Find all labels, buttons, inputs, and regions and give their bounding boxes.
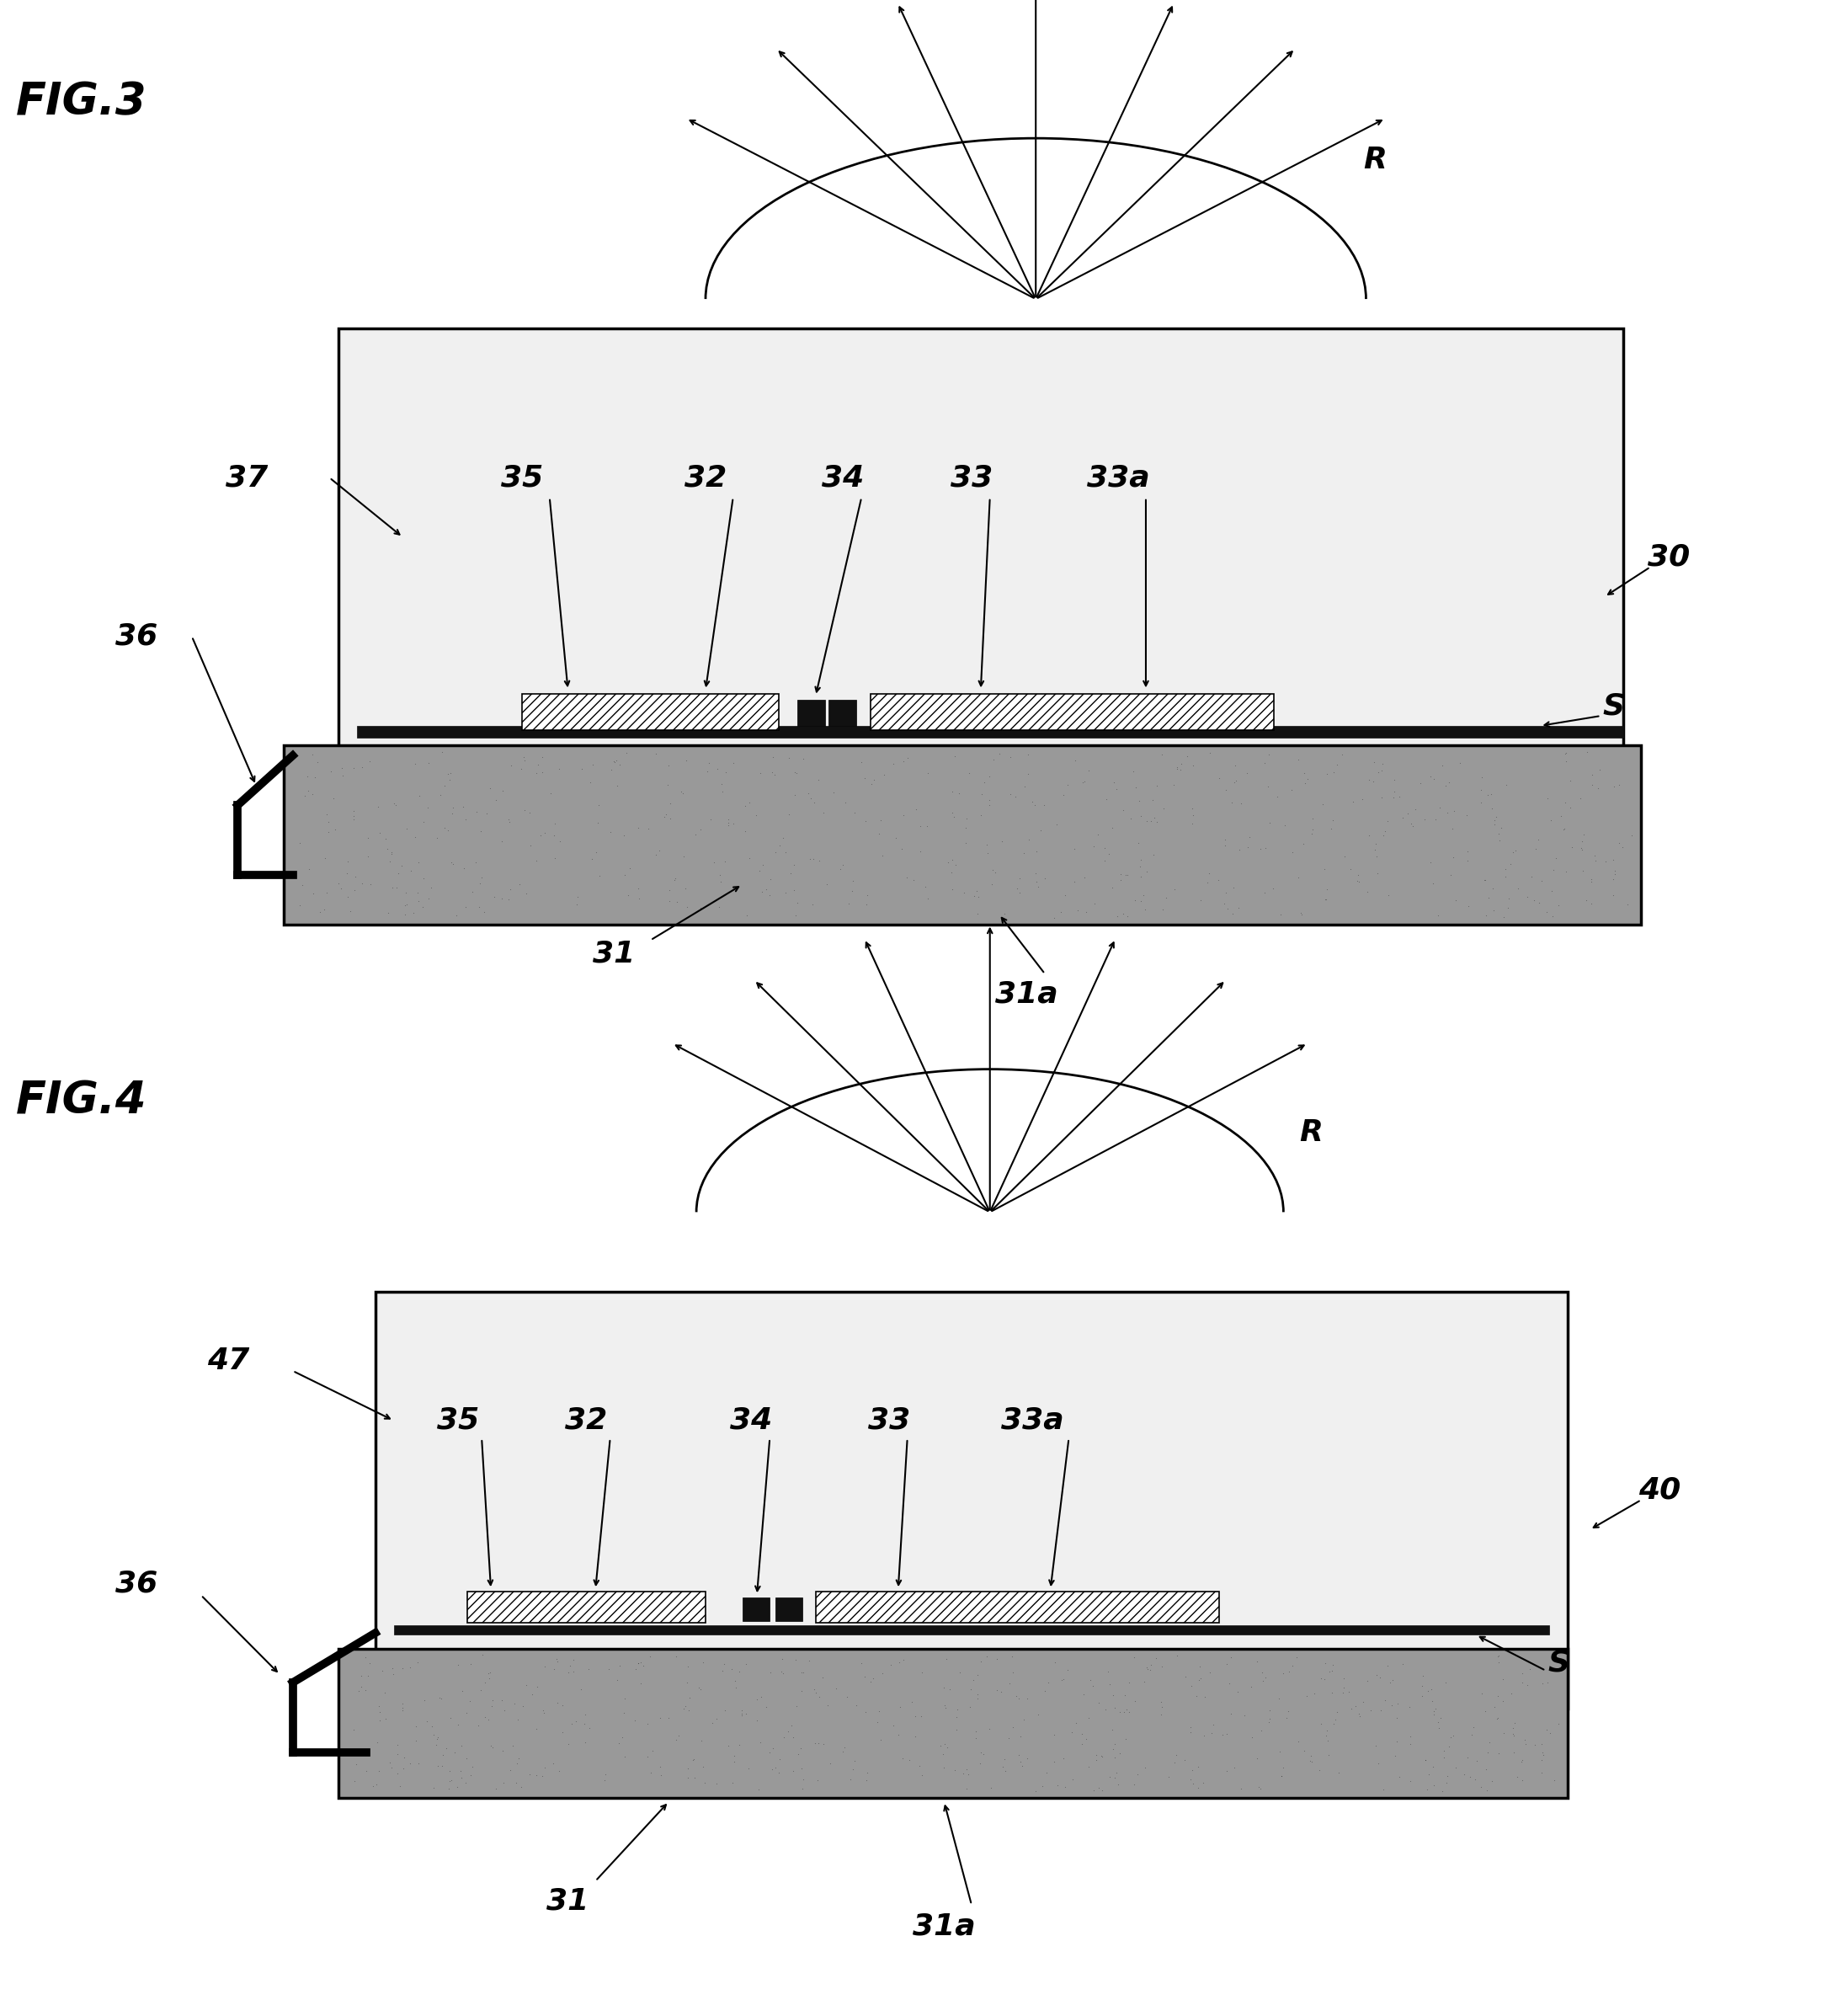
Text: 31a: 31a: [995, 980, 1058, 1008]
Text: 47: 47: [208, 1347, 249, 1375]
Bar: [829, 700, 855, 726]
Bar: [394, 1625, 1550, 1635]
Text: 36: 36: [116, 623, 158, 651]
Bar: [284, 746, 1642, 923]
Text: 35: 35: [437, 1407, 479, 1435]
Text: 32: 32: [684, 464, 726, 492]
Text: 34: 34: [822, 464, 864, 492]
Text: 31: 31: [547, 1887, 590, 1915]
Text: 33a: 33a: [1087, 464, 1150, 492]
Text: 33: 33: [868, 1407, 910, 1435]
Text: 31: 31: [593, 939, 636, 968]
Text: 37: 37: [225, 464, 267, 492]
Bar: [358, 726, 1624, 738]
Text: R: R: [1299, 1119, 1323, 1147]
Text: R: R: [1364, 145, 1388, 175]
Bar: [522, 694, 780, 730]
Text: 33a: 33a: [1001, 1407, 1063, 1435]
Text: 32: 32: [566, 1407, 608, 1435]
Bar: [466, 1591, 706, 1623]
Text: 33: 33: [951, 464, 993, 492]
Text: 34: 34: [730, 1407, 772, 1435]
Text: 36: 36: [116, 1568, 158, 1597]
Text: 40: 40: [1638, 1476, 1681, 1504]
Text: 35: 35: [501, 464, 544, 492]
Text: 30: 30: [1648, 542, 1690, 571]
Text: 31a: 31a: [912, 1913, 975, 1941]
Bar: [339, 1649, 1568, 1798]
Bar: [798, 700, 826, 726]
Bar: [776, 1597, 804, 1621]
Text: S: S: [1548, 1649, 1570, 1677]
Bar: [339, 329, 1624, 825]
Text: FIG.4: FIG.4: [17, 1079, 147, 1123]
Text: S: S: [1603, 691, 1626, 720]
Text: FIG.3: FIG.3: [17, 81, 147, 125]
Bar: [376, 1292, 1568, 1708]
Bar: [870, 694, 1274, 730]
Bar: [816, 1591, 1220, 1623]
Bar: [743, 1597, 770, 1621]
